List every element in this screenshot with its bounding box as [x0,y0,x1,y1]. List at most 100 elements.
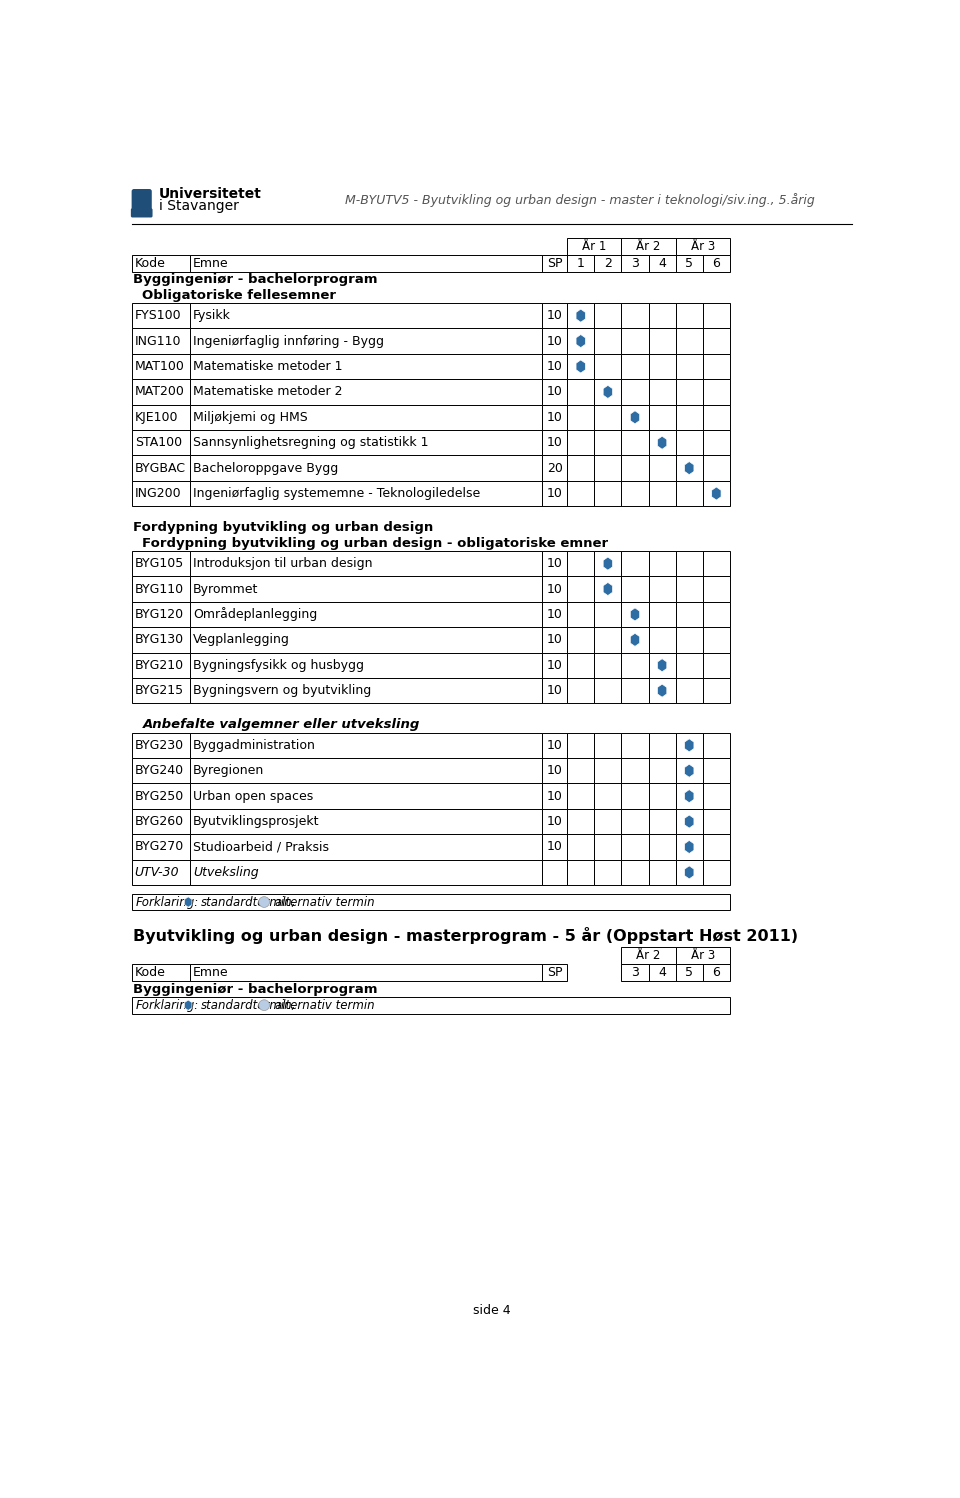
Bar [649,354,676,379]
Bar [649,809,676,834]
Bar [567,354,594,379]
Bar [703,379,730,404]
Bar [567,577,594,602]
Bar [594,809,621,834]
Bar [594,834,621,860]
Text: UTV-30: UTV-30 [134,866,180,879]
Text: 20: 20 [547,461,563,475]
Bar [676,577,703,602]
Bar [621,602,649,628]
Text: Byggadministration: Byggadministration [193,739,316,752]
Bar [703,965,730,981]
Bar [567,481,594,506]
Text: 10: 10 [547,659,563,671]
Bar [621,733,649,758]
Text: År 2: År 2 [636,950,660,962]
Bar [676,354,703,379]
Text: BYG260: BYG260 [134,815,184,828]
Bar [649,551,676,577]
Text: Introduksjon til urban design: Introduksjon til urban design [193,557,372,571]
Text: Områdeplanlegging: Områdeplanlegging [193,608,317,622]
Bar [703,404,730,430]
Polygon shape [576,309,586,322]
Polygon shape [684,789,694,803]
Bar [542,965,567,981]
Bar [132,834,190,860]
Bar [621,758,649,783]
Bar [676,303,703,328]
Bar [621,455,649,481]
Bar [676,965,703,981]
Text: Studioarbeid / Praksis: Studioarbeid / Praksis [193,840,329,854]
Bar [649,404,676,430]
Text: Forklaring:: Forklaring: [135,999,199,1011]
Bar [567,679,594,704]
Text: ING200: ING200 [134,487,181,500]
Text: 3: 3 [631,258,639,270]
Bar [190,679,542,704]
Bar [621,328,649,354]
Bar [542,783,567,809]
Bar [676,628,703,653]
Bar [676,783,703,809]
Text: Ingeniørfaglig systememne - Teknologiledelse: Ingeniørfaglig systememne - Teknologiled… [193,487,480,500]
Bar [594,303,621,328]
Text: FYS100: FYS100 [134,309,181,322]
Bar [703,551,730,577]
Polygon shape [684,764,694,777]
Bar [703,430,730,455]
Text: Fordypning byutvikling og urban design: Fordypning byutvikling og urban design [133,521,433,535]
Text: BYG270: BYG270 [134,840,184,854]
Bar [542,481,567,506]
Bar [132,551,190,577]
Bar [649,679,676,704]
Bar [621,834,649,860]
Bar [567,255,594,273]
Bar [649,733,676,758]
Bar [649,379,676,404]
Bar [594,783,621,809]
Text: BYG240: BYG240 [134,764,184,777]
Bar [621,628,649,653]
Bar [190,733,542,758]
Bar [542,455,567,481]
Text: BYG110: BYG110 [134,583,184,596]
Bar [132,481,190,506]
Bar [567,602,594,628]
Bar [542,577,567,602]
Text: BYGBAC: BYGBAC [134,461,185,475]
Text: 5: 5 [685,258,693,270]
Text: ING110: ING110 [134,334,181,348]
Text: År 1: År 1 [582,240,607,253]
Text: Bygningsvern og byutvikling: Bygningsvern og byutvikling [193,685,372,697]
Bar [621,255,649,273]
Polygon shape [576,334,586,348]
Text: BYG230: BYG230 [134,739,184,752]
Bar [190,860,542,885]
Bar [132,303,190,328]
Bar [621,303,649,328]
Bar [190,303,542,328]
Bar [621,404,649,430]
Bar [190,965,542,981]
Bar [703,758,730,783]
Bar [676,733,703,758]
Bar [190,834,542,860]
Bar [542,354,567,379]
Text: BYG210: BYG210 [134,659,184,671]
Bar [649,455,676,481]
Bar [676,834,703,860]
Bar [190,328,542,354]
Text: BYG250: BYG250 [134,789,184,803]
Polygon shape [684,739,694,752]
Bar [703,455,730,481]
Text: 1: 1 [577,258,585,270]
Bar [132,455,190,481]
Bar [703,653,730,679]
Bar [542,733,567,758]
Bar [649,653,676,679]
Bar [621,238,676,255]
Bar [190,758,542,783]
Bar [190,430,542,455]
Bar [132,996,730,1014]
